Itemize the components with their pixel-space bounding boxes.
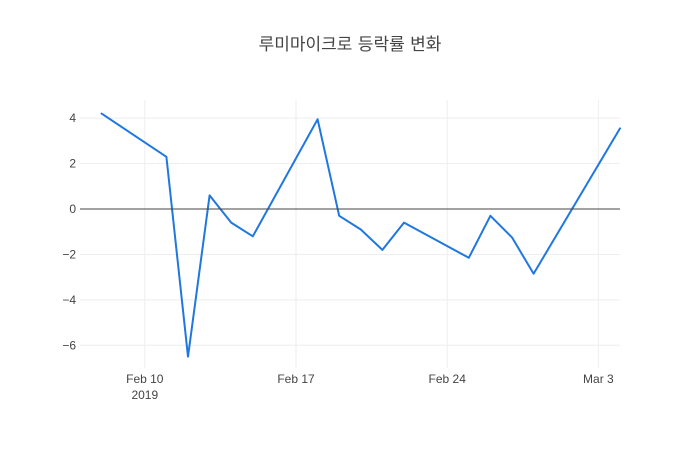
data-point[interactable] (207, 192, 213, 198)
x-tick-label: Feb 17 (277, 372, 315, 386)
data-point[interactable] (617, 125, 623, 131)
data-point[interactable] (315, 116, 321, 122)
y-tick-label: 4 (69, 111, 76, 125)
data-point[interactable] (99, 111, 105, 117)
x-tick-label: Feb 10 (126, 372, 164, 386)
y-tick-label: −6 (62, 338, 76, 352)
grid (80, 100, 620, 368)
series-line (100, 112, 621, 358)
data-point[interactable] (336, 213, 342, 219)
chart-title: 루미마이크로 등락률 변화 (259, 35, 442, 55)
y-tick-label: −4 (62, 293, 76, 307)
x-tick-label: Mar 3 (583, 372, 614, 386)
data-point[interactable] (401, 220, 407, 226)
x-tick-label: Feb 24 (429, 372, 467, 386)
data-point[interactable] (228, 220, 234, 226)
data-point[interactable] (531, 271, 537, 277)
y-tick-label: 2 (69, 157, 76, 171)
y-tick-label: −2 (62, 247, 76, 261)
y-tick-label: 0 (69, 202, 76, 216)
data-point[interactable] (163, 154, 169, 160)
x-tick-sublabel: 2019 (131, 388, 158, 402)
data-point[interactable] (250, 233, 256, 239)
series-layer (99, 111, 623, 360)
axes: 4 2 0 −2 −4 −6 Feb 10 2019 Feb 17 Feb 24 Mar 3 (62, 111, 620, 402)
data-point[interactable] (185, 354, 191, 360)
data-point[interactable] (487, 213, 493, 219)
data-point[interactable] (466, 255, 472, 261)
data-point[interactable] (509, 234, 515, 240)
data-point[interactable] (358, 226, 364, 232)
data-point[interactable] (379, 247, 385, 253)
